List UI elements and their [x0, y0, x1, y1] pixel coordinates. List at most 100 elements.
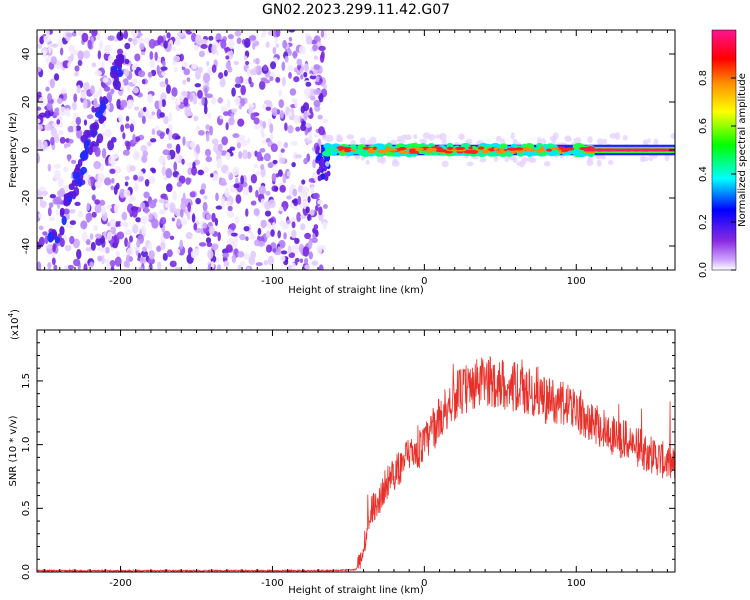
spectrogram-cell [218, 72, 224, 80]
x-tick-label: -200 [109, 578, 132, 589]
spectrogram-cell [242, 149, 249, 160]
spectrogram-cell [133, 174, 138, 181]
spectrogram-cell [221, 198, 225, 209]
spectrogram-cell [153, 198, 158, 203]
snr-frame [36, 329, 676, 573]
spectrogram-cell [279, 184, 286, 193]
spectrogram-streak [71, 190, 77, 200]
y-tick-label: 0.5 [21, 500, 32, 516]
spectrogram-halo [526, 157, 534, 162]
spectrogram-cell [260, 219, 267, 229]
spectrogram-cell [288, 36, 293, 42]
spectrogram-cell [94, 203, 102, 214]
spectrogram-cell [209, 125, 213, 136]
spectrogram-cell [246, 266, 251, 270]
spectrogram-cell [90, 176, 94, 187]
spectrogram-halo [439, 132, 447, 141]
spectrogram-cell [108, 155, 116, 165]
spectrogram-cell [253, 124, 261, 130]
spectrogram-cell [240, 175, 244, 185]
spectrogram-cell [262, 30, 267, 36]
spectrogram-cell [54, 107, 61, 116]
spectrogram-cell [304, 232, 312, 240]
spectrogram-cell [238, 151, 243, 159]
spectrogram-cell [323, 84, 327, 90]
spectrogram-cell [304, 257, 309, 265]
spectrogram-cell [52, 243, 56, 253]
spectrogram-cell [165, 183, 173, 193]
spectrogram-streak [99, 103, 106, 114]
spectrogram-cell [120, 221, 124, 227]
spectrogram-cell [170, 95, 175, 101]
spectrogram-cell [200, 39, 208, 45]
spectrogram-cell [86, 202, 91, 211]
spectrogram-halo [479, 158, 487, 163]
spectrogram-cell [287, 245, 292, 254]
spectrogram-cell [40, 46, 48, 56]
spectrogram-cell [92, 225, 99, 232]
spectrogram-cell [320, 161, 325, 168]
spectrogram-cell [94, 199, 101, 205]
spectrogram-cell [57, 130, 64, 136]
spectrogram-cell [66, 32, 73, 38]
spectrogram-cell [123, 68, 130, 77]
y-tick-label: 40 [21, 48, 32, 61]
spectrogram-cell [274, 36, 279, 44]
spectrogram-cell [140, 250, 148, 258]
spectrogram-cell [144, 206, 149, 214]
spectrogram-streak [84, 139, 91, 148]
spectrogram-cell [67, 154, 71, 162]
spectrogram-streak [59, 226, 65, 236]
spectrogram-cell [194, 70, 201, 80]
spectrogram-cell [134, 53, 141, 62]
carrier-band-core [426, 147, 438, 151]
spectrogram-cell [80, 220, 88, 230]
spectrogram-cell [89, 261, 95, 268]
snr-ylabel: SNR (10 * v/v) [8, 415, 19, 486]
spectrogram-cell [275, 43, 279, 48]
spectrogram-cell [265, 106, 272, 111]
spectrogram-cell [63, 166, 69, 172]
spectrogram-cell [287, 124, 294, 134]
spectrogram-cell [43, 140, 48, 150]
spectrogram-cell [228, 117, 235, 126]
spectrogram-cell [305, 35, 313, 45]
spectrogram-cell [245, 208, 249, 217]
spectrogram-cell [181, 61, 189, 68]
spectrogram-cell [313, 133, 319, 138]
spectrogram-halo [670, 132, 675, 140]
spectrogram-cell [190, 141, 196, 149]
carrier-band-core [477, 146, 485, 150]
spectrogram-cell [229, 146, 236, 151]
spectrogram-cell [293, 198, 299, 207]
spectrogram-cell [69, 235, 75, 245]
spectrogram-cell [125, 115, 130, 122]
spectrogram-cell [236, 137, 244, 143]
spectrogram-cell [68, 209, 76, 214]
colorbar-tick-label: 0.8 [698, 70, 709, 86]
spectrogram-cell [148, 250, 155, 260]
spectrogram-cell [163, 230, 171, 239]
spectrogram-cell [193, 115, 199, 122]
carrier-band-core [506, 147, 518, 151]
spectrogram-halo [573, 137, 582, 144]
spectrogram-cell [229, 223, 237, 231]
y-tick-label: 0 [21, 147, 32, 153]
spectrogram-cell [312, 159, 317, 169]
spectrogram-cell [217, 231, 221, 242]
spectrogram-cell [205, 237, 212, 244]
spectrogram-cell [51, 43, 59, 48]
spectrogram-cell [160, 240, 166, 251]
spectrogram-cell [315, 204, 319, 212]
spectrogram-cell [94, 70, 102, 77]
spectrogram-cell [169, 202, 176, 213]
spectrogram-cell [320, 30, 325, 38]
spectrogram-cell [137, 37, 145, 44]
spectrogram-cell [198, 130, 205, 136]
spectrogram-cell [185, 232, 193, 240]
spectrogram-cell [47, 163, 52, 172]
spectrogram-cell [179, 239, 184, 250]
carrier-band-core [398, 150, 410, 154]
spectrogram-cell [177, 31, 185, 38]
